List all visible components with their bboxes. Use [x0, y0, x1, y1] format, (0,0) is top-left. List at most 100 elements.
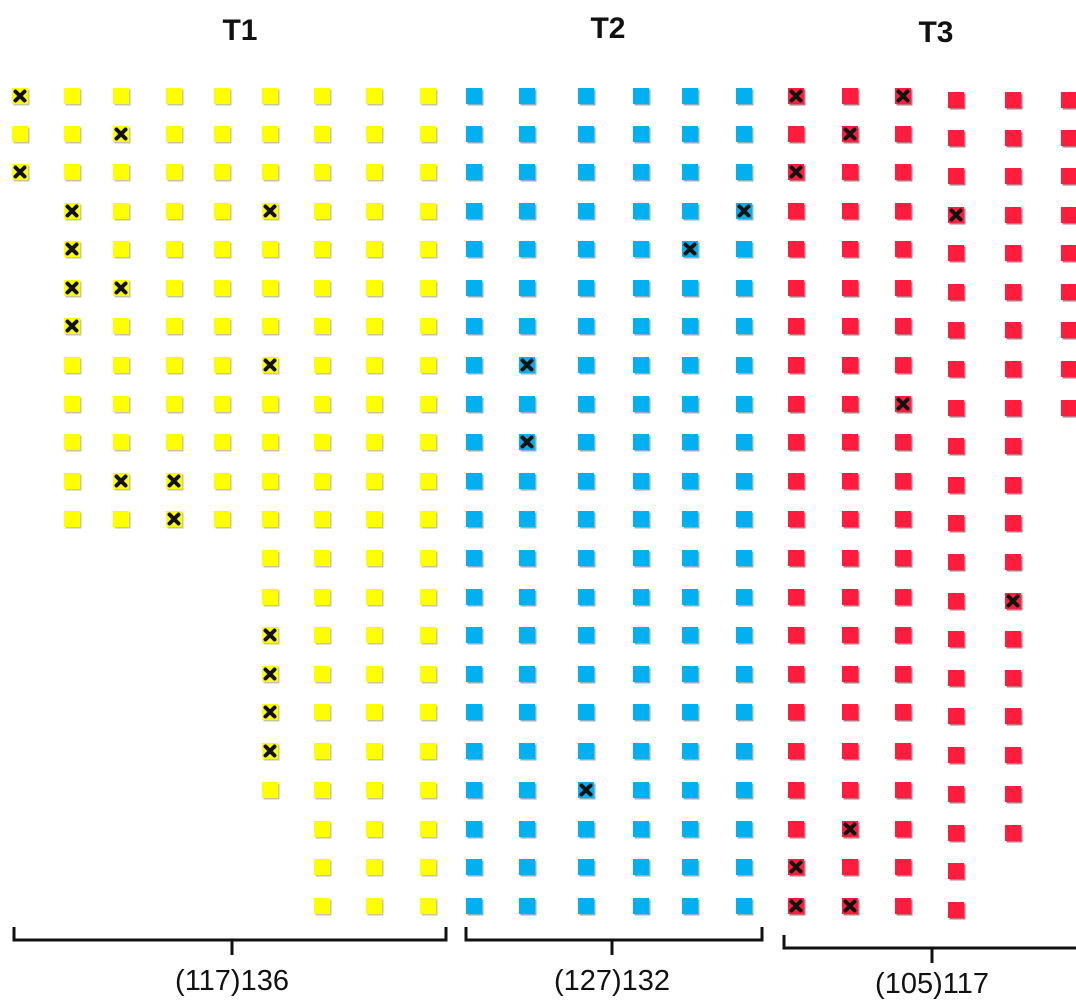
t1-square — [366, 241, 382, 257]
t3-square — [1005, 477, 1021, 493]
t1-square — [262, 782, 278, 798]
t3-square — [842, 88, 858, 104]
t3-square — [895, 318, 911, 334]
cross-stroke — [789, 860, 803, 874]
t1-square — [262, 550, 278, 566]
t2-square — [736, 511, 752, 527]
cross-mark-icon — [65, 319, 79, 333]
t2-square — [578, 126, 594, 142]
cross-stroke — [1006, 594, 1020, 608]
t2-square — [633, 859, 649, 875]
t2-square — [466, 473, 482, 489]
t3-square — [895, 126, 911, 142]
t2-square — [736, 589, 752, 605]
t1-square — [420, 126, 436, 142]
cross-stroke — [263, 667, 277, 681]
t2-square — [519, 743, 535, 759]
t3-square — [1005, 747, 1021, 763]
t1-square — [314, 357, 330, 373]
t3-square — [948, 631, 964, 647]
cross-marks — [13, 89, 1020, 913]
t2-square — [519, 627, 535, 643]
t2-square — [466, 164, 482, 180]
t2-square — [633, 743, 649, 759]
t3-square — [1005, 245, 1021, 261]
t1-square — [366, 396, 382, 412]
t1-square — [366, 859, 382, 875]
t3-square — [948, 747, 964, 763]
t3-square — [948, 400, 964, 416]
t3-square — [895, 241, 911, 257]
t1-square — [214, 280, 230, 296]
t1-square — [366, 164, 382, 180]
t3-square — [1005, 515, 1021, 531]
t2-square — [519, 550, 535, 566]
group-title-t3: T3 — [918, 16, 953, 49]
t3-square — [895, 164, 911, 180]
t3-square — [895, 821, 911, 837]
t3-square — [842, 627, 858, 643]
t2-square — [633, 666, 649, 682]
cross-stroke — [65, 242, 79, 256]
t2-square — [519, 396, 535, 412]
t1-square — [262, 589, 278, 605]
t1-square — [420, 164, 436, 180]
t3-square — [788, 627, 804, 643]
t2-square — [519, 164, 535, 180]
cross-mark-icon — [13, 89, 27, 103]
t2-square — [519, 666, 535, 682]
t1-square — [366, 821, 382, 837]
t1-square — [166, 164, 182, 180]
t3-square — [895, 280, 911, 296]
t3-square — [1005, 130, 1021, 146]
t1-square — [314, 821, 330, 837]
t3-square — [842, 357, 858, 373]
cross-mark-icon — [167, 512, 181, 526]
t2-square — [736, 627, 752, 643]
t2-square — [736, 821, 752, 837]
t2-square — [682, 704, 698, 720]
cross-stroke — [263, 204, 277, 218]
t1-square — [214, 241, 230, 257]
t1-square — [366, 511, 382, 527]
t2-square — [519, 821, 535, 837]
t2-square — [682, 859, 698, 875]
cross-stroke — [13, 165, 27, 179]
t3-square — [842, 318, 858, 334]
t3-square — [1005, 825, 1021, 841]
cross-mark-icon — [737, 204, 751, 218]
t1-square — [262, 88, 278, 104]
t2-square — [466, 203, 482, 219]
t3-square — [842, 396, 858, 412]
t3-square — [788, 241, 804, 257]
t3-square — [895, 589, 911, 605]
t2-square — [519, 704, 535, 720]
t2-square — [466, 550, 482, 566]
cross-stroke — [789, 899, 803, 913]
t1-square — [366, 434, 382, 450]
t3-square — [948, 168, 964, 184]
t3-square — [948, 438, 964, 454]
t2-square — [633, 898, 649, 914]
t2-square — [578, 396, 594, 412]
t3-square — [1061, 361, 1076, 377]
t2-square — [633, 589, 649, 605]
t1-square — [166, 318, 182, 334]
t1-square — [420, 203, 436, 219]
t3-square — [842, 434, 858, 450]
t3-square — [948, 902, 964, 918]
t1-square — [366, 627, 382, 643]
t2-square — [466, 821, 482, 837]
t3-square — [788, 396, 804, 412]
t1-square — [314, 396, 330, 412]
t2-square — [633, 434, 649, 450]
t2-square — [578, 357, 594, 373]
t3-square — [948, 593, 964, 609]
t3-square — [948, 92, 964, 108]
t1-square — [214, 511, 230, 527]
t3-square — [1005, 92, 1021, 108]
t2-square — [466, 782, 482, 798]
cross-mark-icon — [167, 474, 181, 488]
t1-square — [420, 511, 436, 527]
t2-square — [578, 859, 594, 875]
